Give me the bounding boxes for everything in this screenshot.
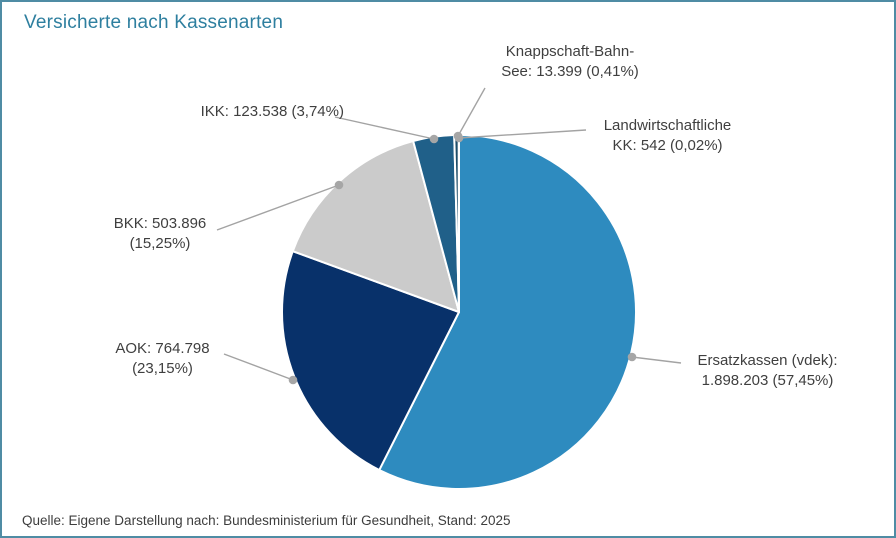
chart-title: Versicherte nach Kassenarten (24, 12, 284, 33)
leader-line-ikk (334, 116, 435, 140)
label-landwirtschaftliche-kk: Landwirtschaftliche KK: 542 (0,02%) (580, 116, 755, 156)
label-bkk: BKK: 503.896 (15,25%) (95, 214, 225, 254)
label-ersatzkassen-line2: 1.898.203 (57,45%) (701, 372, 834, 389)
label-landwirtschaftliche-line1: Landwirtschaftliche (603, 117, 732, 134)
label-ikk: IKK: 123.538 (3,74%) (152, 102, 344, 122)
label-knappschaft-line2: See: 13.399 (0,41%) (501, 63, 639, 80)
leader-dot-ersatzkassen-vdek (627, 352, 637, 362)
leader-dot-bkk (334, 180, 344, 190)
label-aok-line2: (23,15%) (132, 360, 193, 377)
leader-dot-landwirtschaftliche-kk (454, 133, 464, 143)
label-aok-line1: AOK: 764.798 (115, 340, 210, 357)
label-aok: AOK: 764.798 (23,15%) (95, 339, 230, 379)
leader-line-bkk (216, 184, 340, 231)
label-bkk-line1: BKK: 503.896 (113, 215, 207, 232)
label-ikk-line1: IKK: 123.538 (3,74%) (200, 103, 344, 120)
leader-dot-aok (288, 375, 298, 385)
label-ersatzkassen-vdek: Ersatzkassen (vdek): 1.898.203 (57,45%) (675, 351, 860, 391)
source-note: Quelle: Eigene Darstellung nach: Bundesm… (22, 513, 511, 528)
label-ersatzkassen-line1: Ersatzkassen (vdek): (697, 352, 838, 369)
label-landwirtschaftliche-line2: KK: 542 (0,02%) (612, 137, 723, 154)
label-knappschaft-line1: Knappschaft-Bahn- (505, 43, 635, 60)
label-knappschaft-bahn-see: Knappschaft-Bahn- See: 13.399 (0,41%) (480, 42, 660, 82)
leader-line-landwirtschaftliche-kk (458, 129, 587, 139)
leader-line-ersatzkassen-vdek (631, 356, 682, 364)
leader-line-knappschaft-bahn-see (457, 87, 486, 137)
label-bkk-line2: (15,25%) (129, 235, 191, 252)
leader-dot-ikk (429, 134, 439, 144)
leader-line-aok (223, 353, 294, 381)
